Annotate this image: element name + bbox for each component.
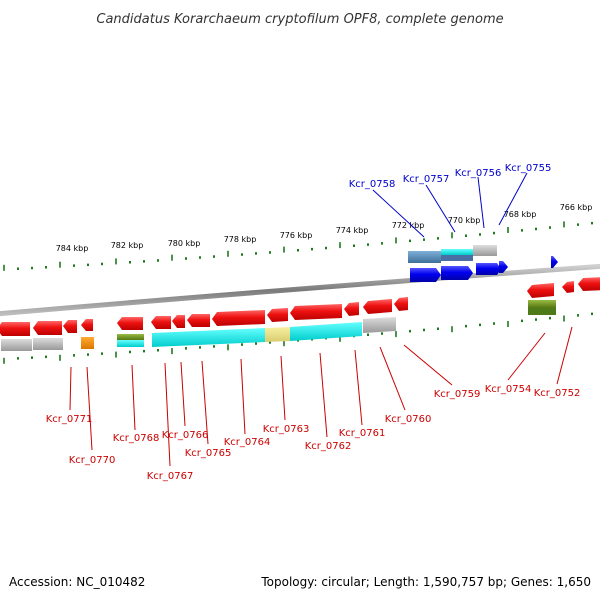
reverse-tick-scale [3, 312, 593, 364]
gene-arrow-kcr0771[interactable] [0, 322, 30, 336]
feature-box-kcr0757-b[interactable] [441, 255, 473, 261]
kbp-label-774: 774 kbp [336, 226, 369, 235]
gene-label-kcr0766[interactable]: Kcr_0766 [162, 430, 209, 441]
kbp-label-772: 772 kbp [392, 221, 425, 230]
kbp-label-770: 770 kbp [448, 216, 481, 225]
gene-arrow-kcr0761[interactable] [290, 304, 342, 320]
gene-arrow-kcr0759-b[interactable] [394, 297, 408, 311]
feature-box-kcr0768-b[interactable] [117, 340, 144, 347]
gene-label-kcr0768[interactable]: Kcr_0768 [113, 433, 160, 444]
gene-label-kcr0771[interactable]: Kcr_0771 [46, 414, 93, 425]
gene-arrow-kcr0760[interactable] [344, 302, 359, 316]
gene-label-kcr0765[interactable]: Kcr_0765 [185, 448, 232, 459]
feature-box-domain-yellow[interactable] [265, 327, 290, 342]
kbp-label-780: 780 kbp [168, 239, 201, 248]
gene-arrow-kcr0757[interactable] [441, 266, 473, 280]
gene-arrow-kcr0765[interactable] [172, 315, 185, 328]
reverse-gene-leaders [69, 326, 573, 467]
gene-arrow-kcr0756[interactable] [476, 263, 501, 275]
gene-arrow-kcr0767[interactable] [117, 317, 143, 330]
gene-label-kcr0757[interactable]: Kcr_0757 [403, 174, 450, 185]
gene-label-kcr0764[interactable]: Kcr_0764 [224, 437, 271, 448]
gene-label-kcr0762[interactable]: Kcr_0762 [305, 441, 352, 452]
feature-box-kcr0754[interactable] [528, 300, 556, 308]
gene-arrow-kcr0768[interactable] [81, 319, 93, 331]
gene-label-kcr0758[interactable]: Kcr_0758 [349, 179, 396, 190]
feature-box-kcr0768[interactable] [117, 334, 144, 340]
gene-arrow-kcr0770[interactable] [33, 321, 62, 335]
gene-arrow-small[interactable] [551, 256, 558, 268]
feature-box-kcr0759[interactable] [363, 317, 396, 333]
gene-arrow-kcr0769[interactable] [63, 320, 77, 333]
kbp-label-778: 778 kbp [224, 235, 257, 244]
forward-tick-scale [3, 221, 593, 271]
forward-gene-labels [372, 172, 528, 238]
feature-box-kcr0758[interactable] [408, 251, 441, 263]
map-title: Candidatus Korarchaeum cryptofilum OPF8,… [96, 12, 503, 27]
feature-box-kcr0769[interactable] [81, 337, 94, 349]
gene-arrow-kcr0754[interactable] [527, 283, 554, 298]
genome-backbone [0, 263, 600, 317]
gene-arrow-kcr0752[interactable] [578, 277, 600, 291]
gene-label-kcr0763[interactable]: Kcr_0763 [263, 424, 310, 435]
gene-label-kcr0767[interactable]: Kcr_0767 [147, 471, 194, 482]
gene-arrow-kcr0759[interactable] [363, 299, 392, 314]
feature-box-kcr0757[interactable] [441, 249, 473, 255]
gene-arrow-kcr0764[interactable] [187, 314, 210, 327]
accession-text: Accession: NC_010482 [9, 575, 145, 589]
gene-label-kcr0755[interactable]: Kcr_0755 [505, 163, 552, 174]
feature-box-domain-cyan-2[interactable] [290, 322, 362, 341]
gene-arrow-kcr0755[interactable] [499, 261, 508, 273]
feature-box-kcr0756[interactable] [473, 245, 497, 256]
gene-arrow-kcr0766[interactable] [151, 316, 171, 329]
gene-label-kcr0759[interactable]: Kcr_0759 [434, 389, 481, 400]
kbp-label-784: 784 kbp [56, 244, 89, 253]
kbp-label-782: 782 kbp [111, 241, 144, 250]
gene-label-kcr0756[interactable]: Kcr_0756 [455, 168, 502, 179]
gene-label-kcr0770[interactable]: Kcr_0770 [69, 455, 116, 466]
feature-box-kcr0771[interactable] [1, 339, 32, 351]
gene-label-kcr0760[interactable]: Kcr_0760 [385, 414, 432, 425]
gene-arrow-kcr0762[interactable] [267, 308, 288, 322]
gene-arrow-kcr0753[interactable] [562, 281, 574, 293]
kbp-label-768: 768 kbp [504, 210, 537, 219]
feature-box-kcr0770[interactable] [33, 338, 63, 350]
gene-label-kcr0752[interactable]: Kcr_0752 [534, 388, 581, 399]
feature-box-domain-long[interactable] [152, 328, 265, 347]
feature-box-kcr0754-b[interactable] [528, 308, 556, 315]
kbp-label-776: 776 kbp [280, 231, 313, 240]
gene-label-kcr0761[interactable]: Kcr_0761 [339, 428, 386, 439]
kbp-label-766: 766 kbp [560, 203, 593, 212]
genome-summary-text: Topology: circular; Length: 1,590,757 bp… [260, 575, 591, 589]
gene-arrow-kcr0758[interactable] [410, 268, 441, 282]
gene-label-kcr0754[interactable]: Kcr_0754 [485, 384, 532, 395]
gene-arrow-kcr0763[interactable] [212, 310, 265, 326]
